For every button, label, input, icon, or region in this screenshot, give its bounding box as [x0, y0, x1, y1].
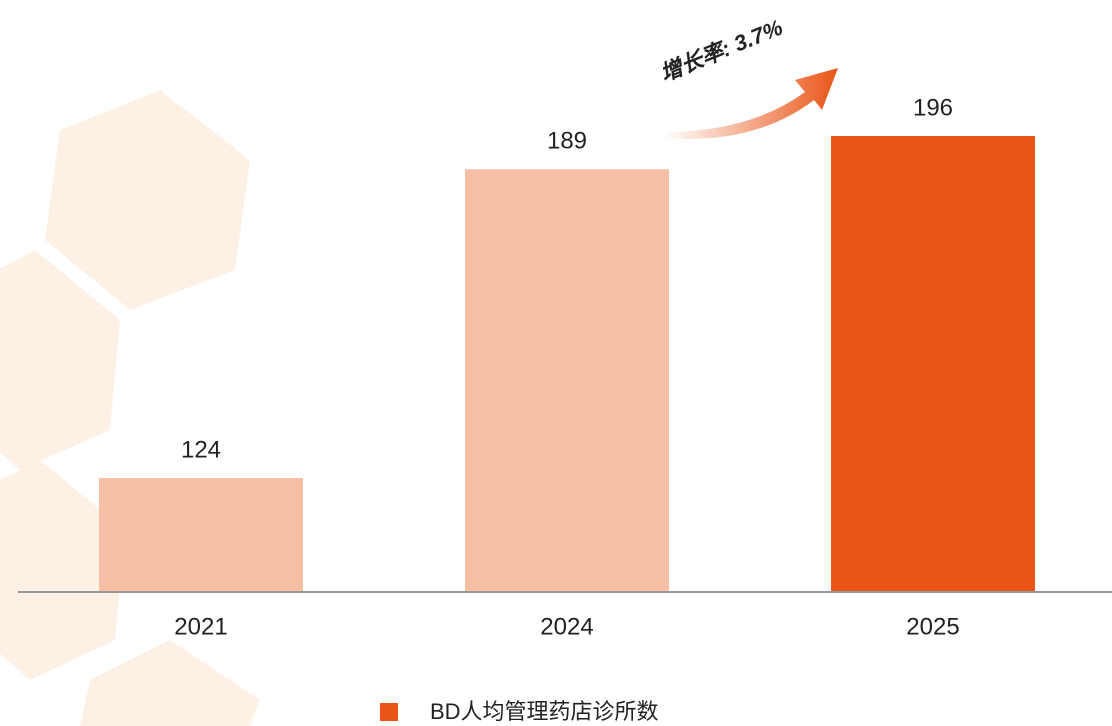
- legend-swatch: [380, 703, 398, 721]
- value-label: 196: [913, 94, 953, 121]
- growth-annotation: 增长率: 3.7%: [657, 15, 787, 87]
- value-label: 124: [181, 436, 221, 463]
- value-label: 189: [547, 128, 587, 155]
- legend-label: BD人均管理药店诊所数: [430, 699, 659, 724]
- growth-arrow: [665, 68, 838, 139]
- bar: [465, 169, 669, 592]
- x-tick-label: 2025: [906, 613, 959, 640]
- x-tick-label: 2021: [174, 613, 227, 640]
- x-tick-label: 2024: [540, 613, 593, 640]
- bar: [99, 478, 303, 592]
- background-hexagons: [0, 90, 260, 726]
- bar: [831, 136, 1035, 592]
